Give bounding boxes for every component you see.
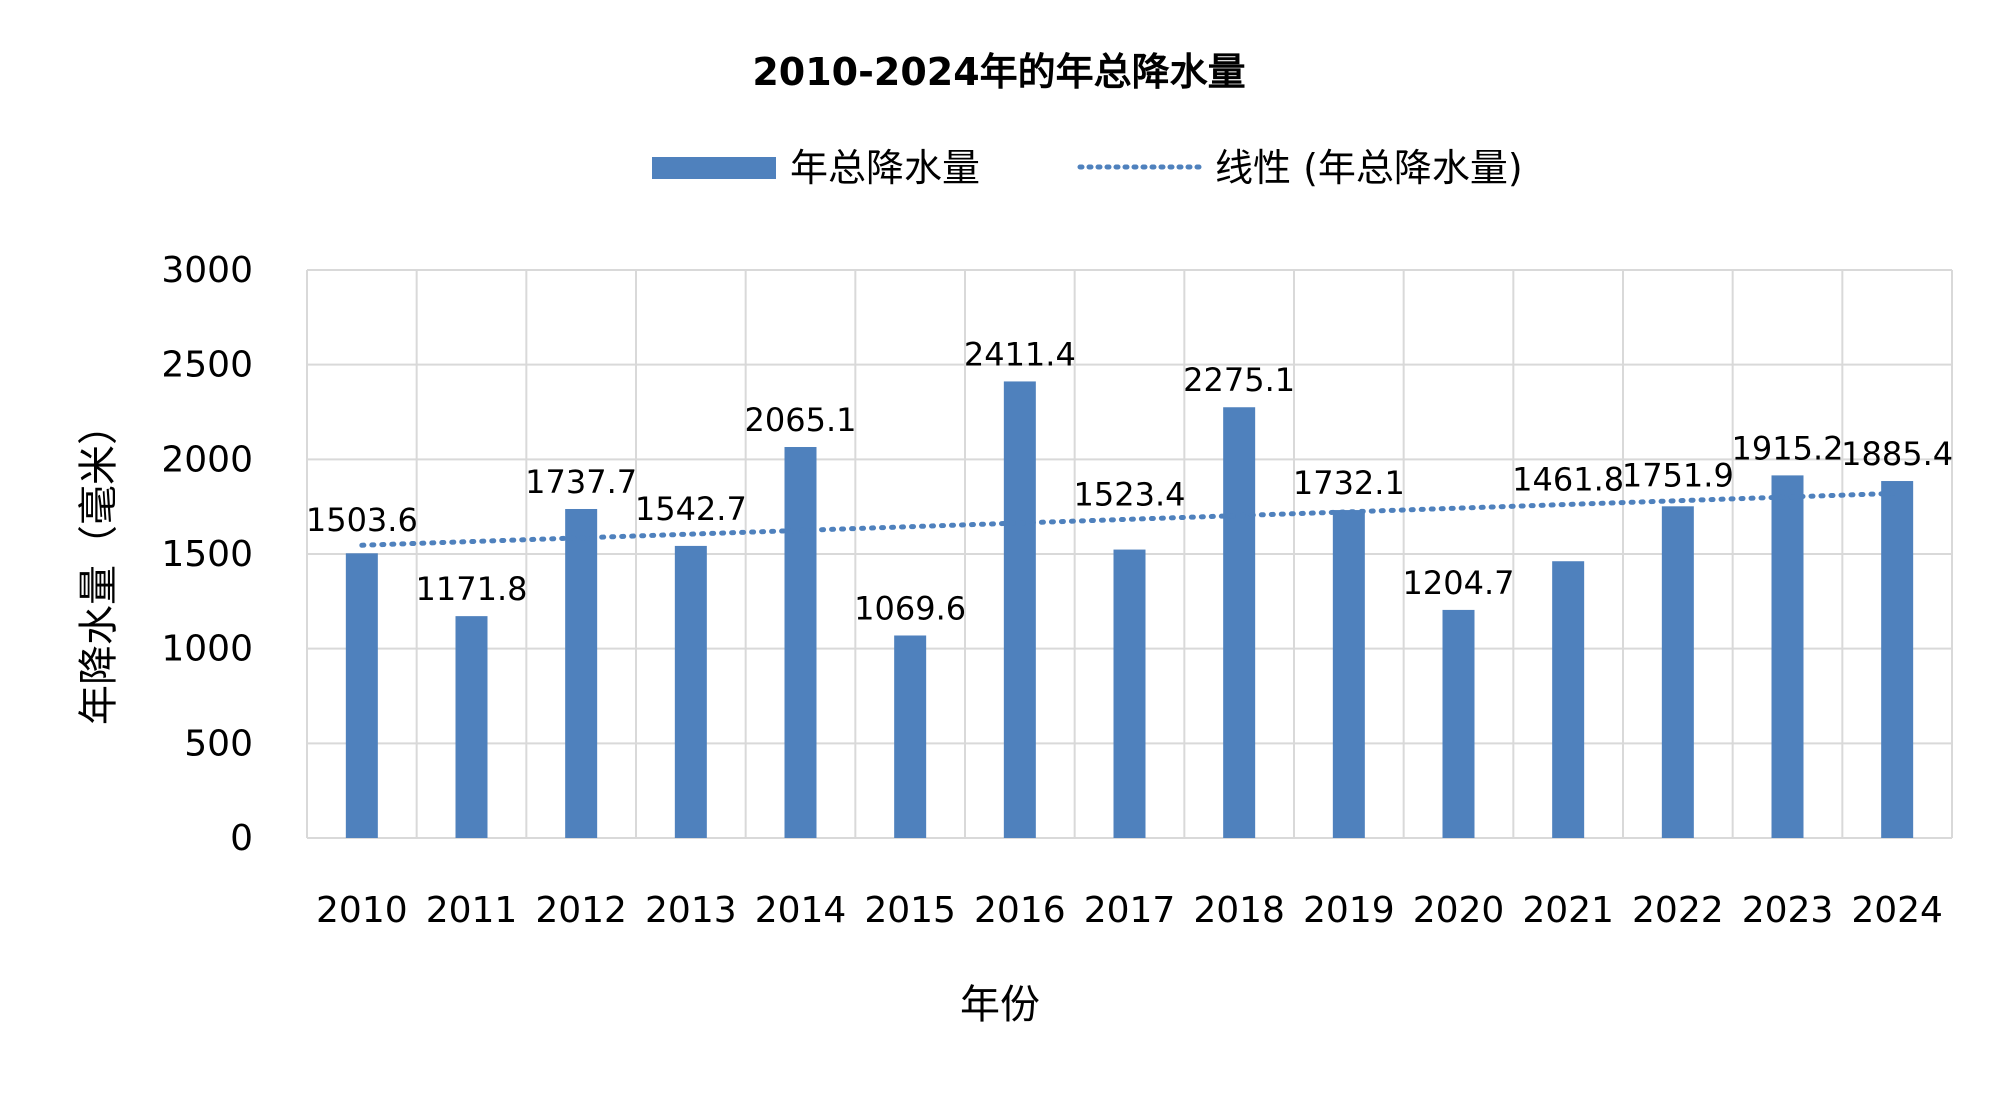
bar [1552,561,1585,838]
legend-trend-label: 线性 (年总降水量) [1215,146,1523,190]
bar [1881,481,1914,838]
bar [1442,609,1475,838]
data-label: 2065.1 [745,401,857,439]
x-tick-label: 2011 [426,890,518,931]
bar [455,616,488,838]
bar [894,635,927,838]
bar [1661,506,1694,838]
trendline [359,490,1900,548]
data-label: 1885.4 [1841,435,1953,473]
trendline-path [359,490,1900,548]
bar [1223,407,1256,838]
x-axis-title: 年份 [960,982,1040,1028]
data-label: 1732.1 [1293,464,1405,502]
bar [1332,510,1365,838]
x-tick-label: 2016 [974,890,1066,931]
data-label: 1503.6 [306,501,418,539]
bar [784,447,817,838]
data-label: 1204.7 [1403,564,1515,602]
data-label: 1751.9 [1622,457,1734,495]
y-axis-title: 年降水量（毫米） [76,405,122,725]
x-tick-label: 2018 [1193,890,1285,931]
y-tick-label: 0 [230,818,253,859]
bar [1003,381,1036,838]
bars [345,381,1914,838]
x-tick-label: 2013 [645,890,737,931]
data-label: 1069.6 [854,589,966,627]
data-label: 2411.4 [964,335,1076,373]
bar [565,508,598,838]
y-axis-ticks: 0 500 1000 1500 2000 2500 3000 [161,250,253,859]
bar [1113,549,1146,838]
x-tick-label: 2020 [1413,890,1505,931]
x-axis-ticks: 2010 2011 2012 2013 2014 2015 2016 2017 2018 2019… [316,890,1943,931]
bar [1771,475,1804,838]
legend-bar-swatch [652,157,776,179]
data-label: 1737.7 [525,463,637,501]
x-tick-label: 2021 [1522,890,1614,931]
bar [674,545,707,838]
y-tick-label: 2000 [161,439,253,480]
legend-bar-label: 年总降水量 [790,146,980,190]
data-label: 1915.2 [1732,429,1844,467]
y-tick-label: 3000 [161,250,253,291]
y-tick-label: 1000 [161,629,253,670]
x-tick-label: 2022 [1632,890,1724,931]
data-label: 1171.8 [416,570,528,608]
bar [345,553,378,838]
x-tick-label: 2015 [864,890,956,931]
y-tick-label: 2500 [161,345,253,386]
data-label: 1523.4 [1074,475,1186,513]
x-tick-label: 2023 [1742,890,1834,931]
y-tick-label: 500 [184,723,253,764]
data-label: 2275.1 [1183,361,1295,399]
data-label: 1542.7 [635,490,747,528]
x-tick-label: 2017 [1084,890,1176,931]
x-tick-label: 2024 [1851,890,1943,931]
x-tick-label: 2010 [316,890,408,931]
legend: 年总降水量 线性 (年总降水量) [652,146,1523,190]
y-tick-label: 1500 [161,534,253,575]
data-label: 1461.8 [1512,460,1624,498]
chart-title: 2010-2024年的年总降水量 [752,50,1245,94]
x-tick-label: 2012 [535,890,627,931]
x-tick-label: 2019 [1303,890,1395,931]
x-tick-label: 2014 [755,890,847,931]
